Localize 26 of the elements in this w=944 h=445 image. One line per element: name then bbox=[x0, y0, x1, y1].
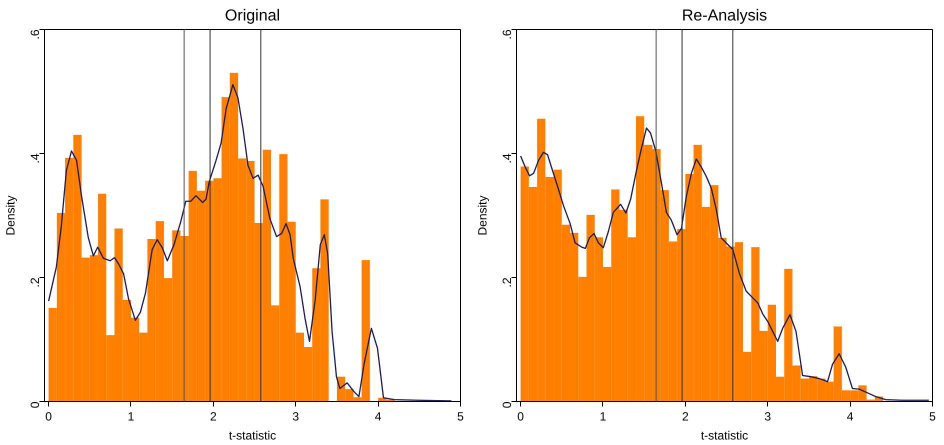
y-tick-label: 0 bbox=[500, 401, 514, 408]
y-tick-label: .6 bbox=[500, 29, 514, 40]
y-tick-label: .2 bbox=[500, 277, 514, 288]
x-tick-label: 4 bbox=[374, 410, 382, 424]
y-tick-label: .4 bbox=[500, 153, 514, 164]
chart-title: Re-Analysis bbox=[682, 8, 768, 24]
x-tick-label: 3 bbox=[292, 410, 300, 424]
x-axis-title: t-statistic bbox=[700, 428, 748, 442]
y-tick-label: .2 bbox=[28, 277, 42, 288]
chart-title: Original bbox=[224, 8, 280, 24]
x-axis-title: t-statistic bbox=[228, 428, 276, 442]
y-tick-label: .6 bbox=[28, 29, 42, 40]
x-tick-label: 1 bbox=[128, 410, 135, 424]
x-tick-label: 5 bbox=[457, 410, 464, 424]
y-axis-title: Density bbox=[4, 195, 18, 236]
x-tick-label: 3 bbox=[764, 410, 772, 424]
x-tick-label: 2 bbox=[682, 410, 690, 424]
x-tick-label: 4 bbox=[846, 410, 854, 424]
y-tick-label: 0 bbox=[28, 401, 42, 408]
y-tick-label: .4 bbox=[28, 153, 42, 164]
y-axis-title: Density bbox=[476, 195, 490, 236]
x-tick-label: 1 bbox=[600, 410, 607, 424]
x-tick-label: 0 bbox=[45, 410, 52, 424]
x-tick-label: 0 bbox=[517, 410, 524, 424]
x-tick-label: 5 bbox=[929, 410, 936, 424]
x-tick-label: 2 bbox=[210, 410, 218, 424]
